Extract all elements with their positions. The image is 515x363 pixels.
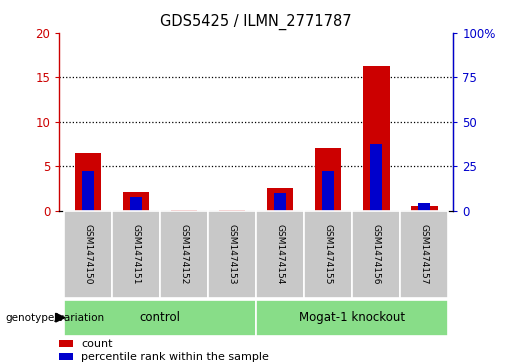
FancyBboxPatch shape: [256, 211, 304, 298]
Text: Mogat-1 knockout: Mogat-1 knockout: [299, 311, 405, 324]
Text: GSM1474150: GSM1474150: [83, 224, 93, 284]
Bar: [322, 171, 334, 211]
Title: GDS5425 / ILMN_2771787: GDS5425 / ILMN_2771787: [160, 14, 352, 30]
Text: GSM1474153: GSM1474153: [228, 224, 237, 284]
Text: percentile rank within the sample: percentile rank within the sample: [81, 352, 269, 362]
Text: control: control: [140, 311, 181, 324]
Bar: [418, 203, 431, 211]
Text: count: count: [81, 339, 112, 349]
Bar: [370, 144, 382, 211]
FancyBboxPatch shape: [64, 211, 112, 298]
FancyBboxPatch shape: [64, 300, 256, 335]
Polygon shape: [56, 313, 65, 322]
Bar: [82, 171, 94, 211]
Text: GSM1474154: GSM1474154: [276, 224, 285, 284]
Text: genotype/variation: genotype/variation: [5, 313, 104, 323]
Bar: [219, 210, 246, 211]
Text: GSM1474155: GSM1474155: [324, 224, 333, 284]
FancyBboxPatch shape: [352, 211, 400, 298]
Bar: [363, 66, 389, 211]
Text: GSM1474157: GSM1474157: [420, 224, 429, 284]
Bar: [315, 148, 341, 211]
FancyBboxPatch shape: [400, 211, 449, 298]
FancyBboxPatch shape: [256, 300, 449, 335]
Text: GSM1474151: GSM1474151: [132, 224, 141, 284]
Bar: [75, 153, 101, 211]
FancyBboxPatch shape: [160, 211, 208, 298]
Text: GSM1474152: GSM1474152: [180, 224, 188, 284]
Bar: [411, 206, 438, 211]
Bar: [274, 193, 286, 211]
Text: GSM1474156: GSM1474156: [372, 224, 381, 284]
Bar: [171, 210, 197, 211]
FancyBboxPatch shape: [112, 211, 160, 298]
Bar: [59, 340, 73, 347]
FancyBboxPatch shape: [208, 211, 256, 298]
Bar: [130, 197, 142, 211]
Bar: [267, 188, 294, 211]
Bar: [59, 353, 73, 360]
FancyBboxPatch shape: [304, 211, 352, 298]
Bar: [123, 192, 149, 211]
